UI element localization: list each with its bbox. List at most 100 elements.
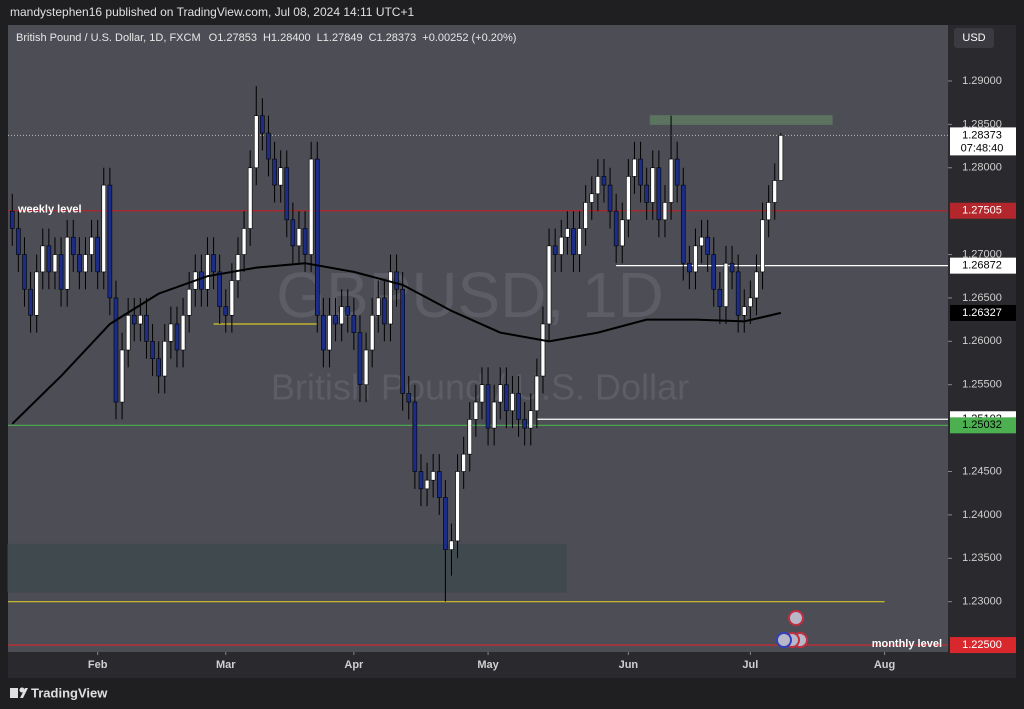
candle-body: [461, 453, 466, 472]
candle-body: [351, 314, 357, 333]
candle-body: [412, 401, 418, 472]
candle-body: [577, 228, 582, 255]
candle-body: [528, 410, 534, 429]
brand: TradingView: [31, 685, 108, 700]
candle-body: [290, 219, 296, 247]
candle-body: [650, 167, 656, 203]
zone: [7, 543, 567, 593]
candle-body: [473, 401, 479, 420]
candle-body: [565, 228, 570, 238]
candle-body: [28, 288, 33, 316]
candle-body: [491, 401, 497, 429]
candle-body: [46, 245, 52, 273]
candle-body: [266, 132, 271, 160]
candle-body: [436, 471, 442, 498]
last-price-box: [950, 127, 1016, 156]
candle-body: [449, 540, 454, 550]
candle-body: [223, 306, 229, 316]
candle-body: [321, 314, 326, 351]
candle-body: [168, 323, 174, 342]
candle-body: [58, 254, 64, 290]
candle-body: [260, 115, 265, 134]
candle-body: [363, 349, 369, 386]
candle-body: [772, 180, 778, 203]
y-tick-label: 1.26000: [962, 335, 1002, 347]
y-tick-label: 1.28000: [962, 162, 1002, 174]
level-tag: 1.27505: [962, 205, 1002, 217]
y-tick-label: 1.23000: [962, 596, 1002, 608]
candle-body: [723, 262, 729, 307]
symbol: British Pound / U.S. Dollar, 1D, FXCM: [16, 32, 201, 44]
level-tag: 1.22500: [962, 639, 1002, 651]
candle-body: [540, 323, 546, 377]
candle-body: [479, 384, 485, 403]
candle-body: [40, 245, 46, 273]
candle-body: [571, 228, 576, 255]
ohlc-value: 1.27853: [217, 32, 257, 44]
candle-body: [284, 167, 290, 221]
time-axis: [8, 652, 948, 678]
candle-body: [400, 288, 405, 394]
candle-body: [83, 254, 88, 273]
logo: [10, 687, 28, 698]
candle-body: [345, 306, 351, 316]
x-tick-label: Jun: [619, 659, 639, 671]
candle-body: [662, 202, 668, 221]
candle-body: [64, 236, 70, 290]
candle-body: [388, 271, 393, 325]
candle-body: [89, 236, 94, 255]
y-tick-label: 1.24500: [962, 465, 1002, 477]
ohlc-key: C: [369, 32, 377, 44]
candle-body: [211, 254, 216, 273]
candle-body: [144, 314, 149, 342]
last-price: 1.28373: [962, 129, 1002, 141]
candle-body: [70, 236, 76, 255]
candle-body: [241, 228, 247, 255]
currency-box[interactable]: [954, 28, 994, 48]
moving-average: [11, 262, 782, 425]
candle-body: [656, 167, 662, 221]
candle-body: [748, 297, 753, 307]
candle-body: [717, 288, 723, 307]
ohlc-key: L: [317, 32, 323, 44]
y-tick-label: 1.25500: [962, 379, 1002, 391]
candle-body: [333, 314, 338, 325]
candle-body: [131, 314, 137, 325]
level-tag: 1.26872: [962, 260, 1002, 272]
level-text: monthly level: [872, 638, 942, 650]
candle-body: [778, 135, 784, 181]
x-tick-label: Aug: [874, 659, 895, 671]
candle-body: [235, 254, 241, 281]
y-tick-label: 1.26500: [962, 292, 1002, 304]
y-tick-label: 1.29000: [962, 75, 1002, 87]
candle-body: [552, 245, 558, 255]
candle-body: [162, 341, 168, 377]
candle-body: [589, 193, 595, 203]
candle-body: [229, 280, 235, 316]
candle-body: [52, 254, 58, 273]
candle-body: [424, 479, 430, 490]
ohlc-value: 1.28400: [271, 32, 311, 44]
level-tag-box: [950, 637, 1016, 654]
candle-body: [253, 115, 259, 169]
currency[interactable]: USD: [962, 32, 985, 44]
candle-body: [455, 471, 460, 542]
candle-body: [314, 158, 320, 316]
level-tag: 1.25032: [962, 419, 1002, 431]
event-icons: [776, 610, 808, 648]
candle-body: [699, 236, 704, 247]
y-tick-label: 1.27000: [962, 248, 1002, 260]
candle-body: [638, 158, 643, 186]
candle-body: [619, 219, 625, 247]
candle-body: [644, 184, 649, 203]
candle-body: [632, 158, 637, 177]
published-note: mandystephen16 published on TradingView.…: [10, 5, 414, 19]
y-tick-label: 1.23500: [962, 552, 1002, 564]
candle-body: [95, 236, 100, 273]
candle-body: [247, 167, 253, 229]
candle-body: [729, 262, 735, 273]
candle-body: [375, 297, 381, 316]
ma-tag-box: [950, 304, 1016, 321]
candle-body: [497, 384, 503, 403]
